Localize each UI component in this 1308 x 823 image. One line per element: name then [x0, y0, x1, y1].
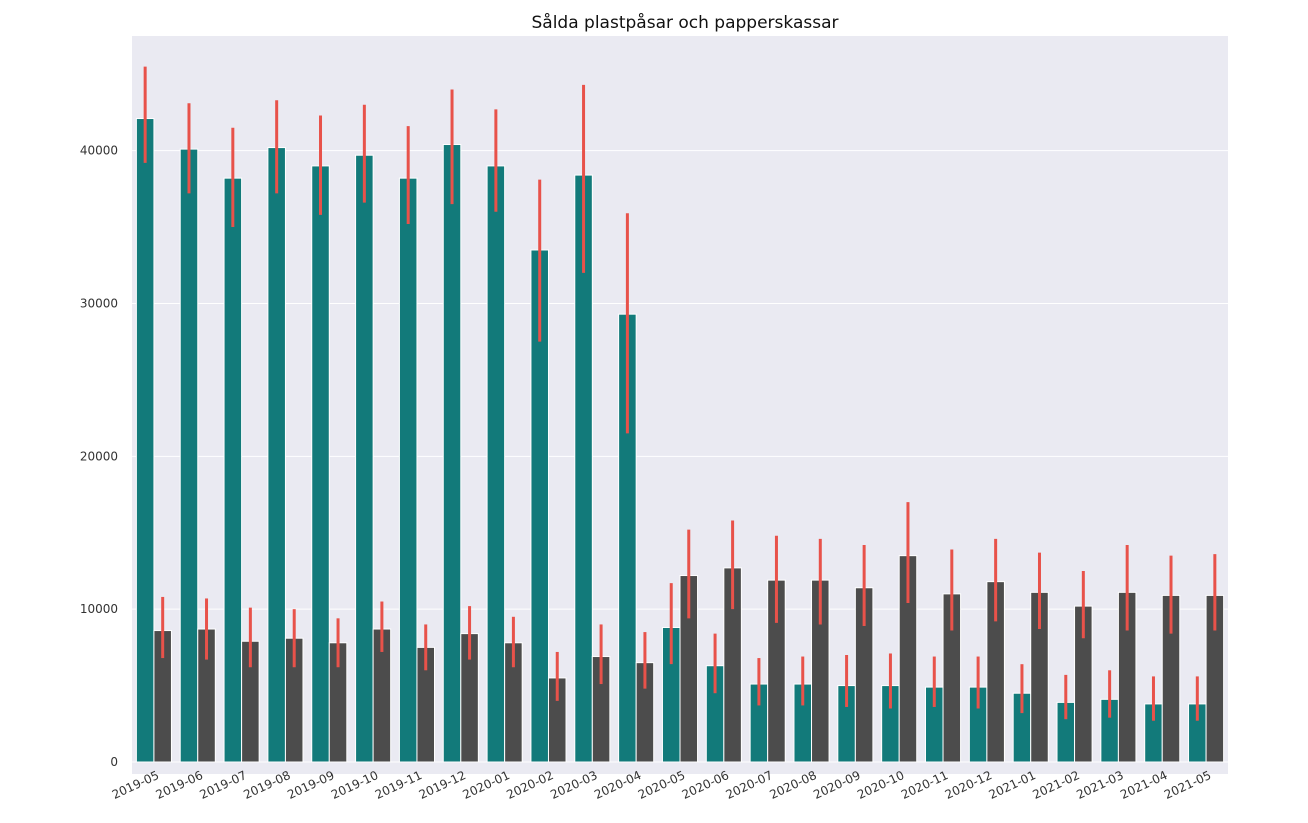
bar-series-1 [355, 154, 374, 763]
bar-series-1 [223, 177, 243, 763]
chart-title: Sålda plastpåsar och papperskassar [532, 12, 839, 33]
bars [135, 118, 1225, 763]
y-tick-labels: 0 10000 20000 30000 40000 [80, 144, 118, 769]
bar-series-1 [311, 165, 330, 763]
error-bars [143, 66, 1217, 721]
bar-series-1 [442, 144, 462, 763]
bar-series-1 [398, 177, 418, 763]
y-tick-label: 30000 [80, 296, 118, 310]
y-tick-label: 40000 [80, 144, 118, 158]
bar-series-1 [486, 165, 506, 763]
bar-series-1 [179, 148, 199, 763]
y-tick-label: 10000 [80, 602, 118, 616]
bar-series-1 [135, 118, 155, 763]
y-tick-label: 20000 [80, 449, 118, 463]
y-tick-label: 0 [110, 755, 118, 769]
bar-series-1 [267, 147, 286, 763]
